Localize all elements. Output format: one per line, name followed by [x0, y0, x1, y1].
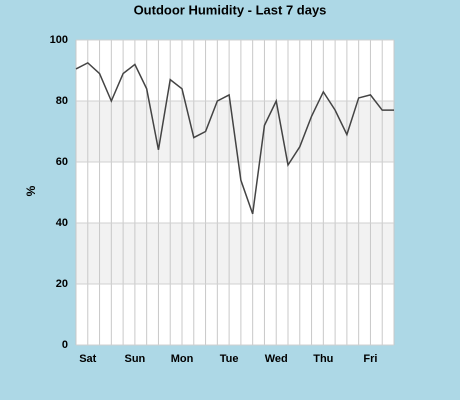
x-tick-label: Thu: [313, 353, 333, 365]
y-tick-label: 100: [50, 34, 68, 46]
y-tick-label: 20: [56, 278, 68, 290]
y-tick-label: 0: [62, 339, 68, 351]
x-tick-label: Fri: [363, 353, 377, 365]
y-tick-label: 80: [56, 95, 68, 107]
x-tick-label: Tue: [220, 353, 239, 365]
x-tick-label: Mon: [171, 353, 194, 365]
y-tick-label: 60: [56, 156, 68, 168]
plot-area: [76, 40, 394, 345]
chart-title: Outdoor Humidity - Last 7 days: [134, 2, 327, 17]
y-tick-label: 40: [56, 217, 68, 229]
x-tick-label: Sat: [79, 353, 96, 365]
data-line: [75, 61, 394, 215]
y-axis-label: %: [24, 185, 38, 196]
band: [76, 101, 394, 162]
band: [76, 223, 394, 284]
x-tick-label: Sun: [124, 353, 145, 365]
x-tick-label: Wed: [265, 353, 288, 365]
